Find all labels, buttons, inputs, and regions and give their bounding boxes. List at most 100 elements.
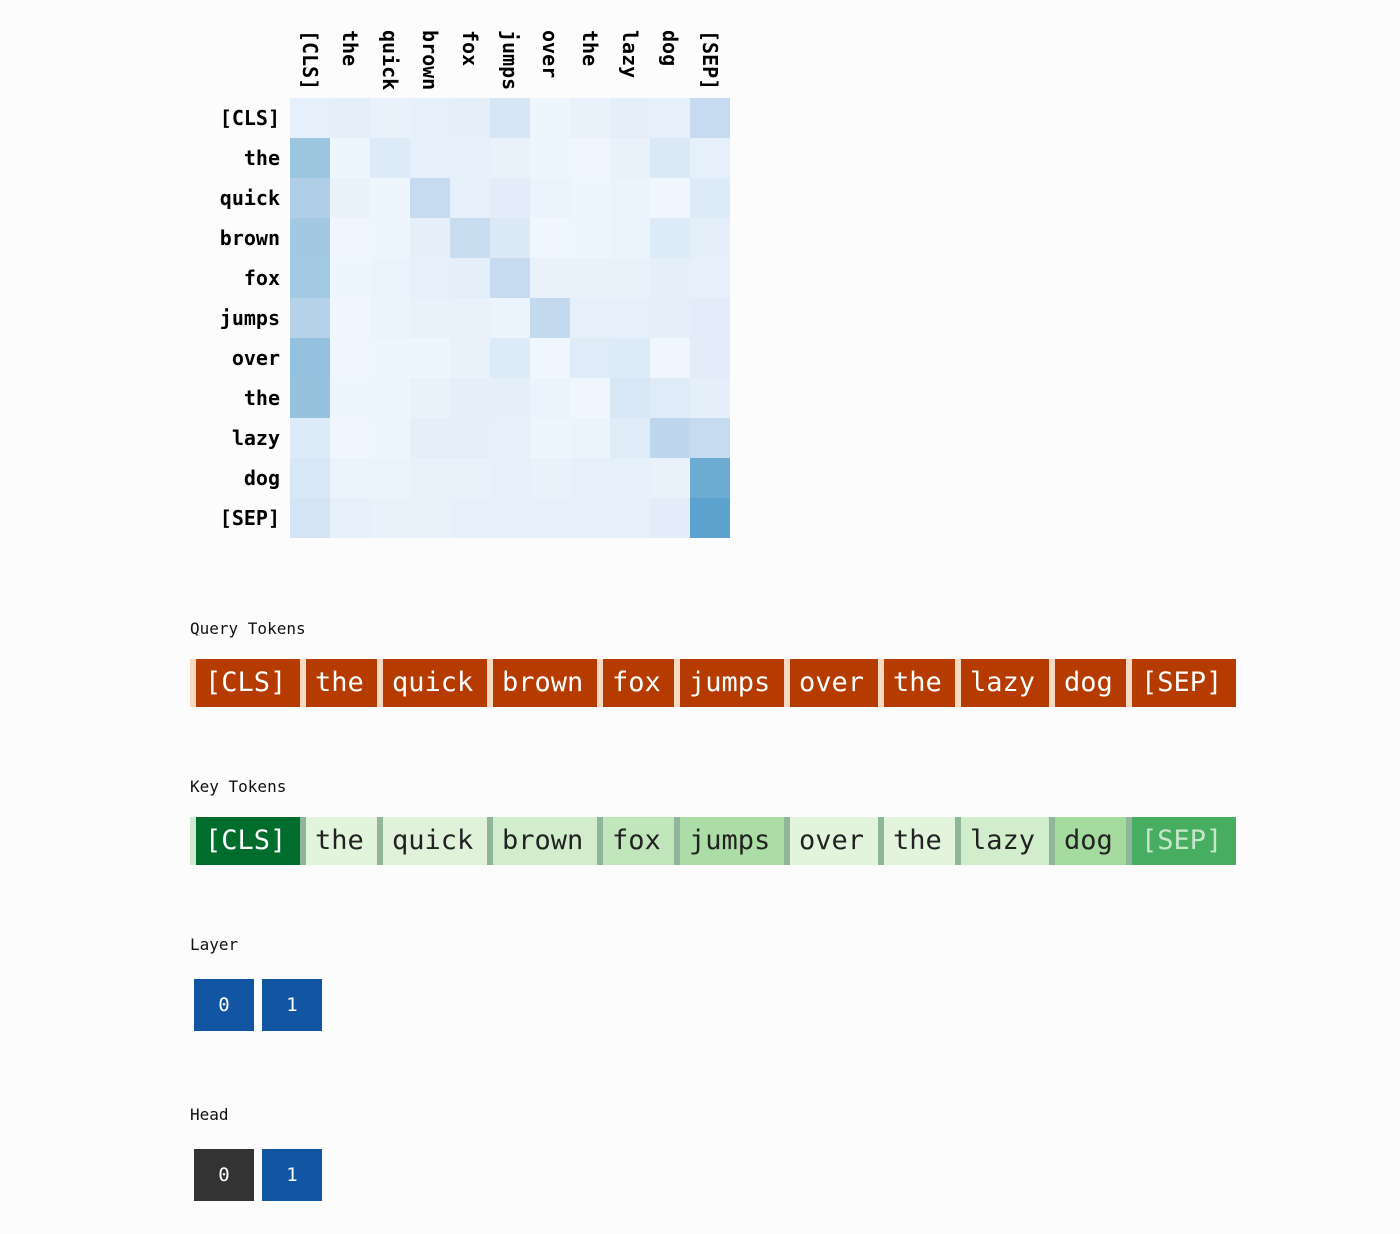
heatmap-cell[interactable] [370, 338, 410, 378]
query-token[interactable]: quick [377, 659, 487, 707]
heatmap-cell[interactable] [450, 338, 490, 378]
key-token[interactable]: [CLS] [190, 817, 300, 865]
layer-button-1[interactable]: 1 [262, 979, 322, 1031]
heatmap-cell[interactable] [530, 338, 570, 378]
query-token[interactable]: over [784, 659, 878, 707]
heatmap-cell[interactable] [490, 458, 530, 498]
heatmap-cell[interactable] [610, 258, 650, 298]
heatmap-cell[interactable] [450, 178, 490, 218]
heatmap-cell[interactable] [330, 218, 370, 258]
heatmap-cell[interactable] [410, 98, 450, 138]
layer-button-0[interactable]: 0 [194, 979, 254, 1031]
heatmap-cell[interactable] [530, 178, 570, 218]
heatmap-cell[interactable] [570, 178, 610, 218]
key-token[interactable]: the [300, 817, 377, 865]
key-token[interactable]: over [784, 817, 878, 865]
key-token[interactable]: dog [1049, 817, 1126, 865]
heatmap-cell[interactable] [410, 178, 450, 218]
heatmap-cell[interactable] [370, 498, 410, 538]
heatmap-cell[interactable] [490, 498, 530, 538]
heatmap-cell[interactable] [610, 458, 650, 498]
heatmap-cell[interactable] [410, 298, 450, 338]
heatmap-cell[interactable] [650, 338, 690, 378]
heatmap-cell[interactable] [290, 418, 330, 458]
heatmap-cell[interactable] [370, 258, 410, 298]
heatmap-cell[interactable] [570, 378, 610, 418]
heatmap-cell[interactable] [330, 178, 370, 218]
key-token[interactable]: fox [597, 817, 674, 865]
heatmap-cell[interactable] [690, 498, 730, 538]
heatmap-cell[interactable] [570, 98, 610, 138]
heatmap-cell[interactable] [450, 218, 490, 258]
heatmap-cell[interactable] [290, 458, 330, 498]
heatmap-cell[interactable] [610, 418, 650, 458]
heatmap-cell[interactable] [690, 138, 730, 178]
heatmap-cell[interactable] [530, 458, 570, 498]
heatmap-cell[interactable] [330, 338, 370, 378]
heatmap-cell[interactable] [650, 218, 690, 258]
heatmap-cell[interactable] [530, 98, 570, 138]
heatmap-cell[interactable] [570, 138, 610, 178]
heatmap-cell[interactable] [330, 258, 370, 298]
heatmap-cell[interactable] [370, 418, 410, 458]
query-token[interactable]: the [878, 659, 955, 707]
heatmap-cell[interactable] [410, 458, 450, 498]
heatmap-cell[interactable] [490, 378, 530, 418]
key-token[interactable]: quick [377, 817, 487, 865]
heatmap-cell[interactable] [330, 378, 370, 418]
heatmap-cell[interactable] [490, 418, 530, 458]
heatmap-cell[interactable] [690, 338, 730, 378]
heatmap-cell[interactable] [370, 218, 410, 258]
query-token[interactable]: brown [487, 659, 597, 707]
heatmap-cell[interactable] [370, 138, 410, 178]
heatmap-cell[interactable] [410, 258, 450, 298]
heatmap-cell[interactable] [490, 258, 530, 298]
heatmap-cell[interactable] [490, 98, 530, 138]
heatmap-cell[interactable] [410, 138, 450, 178]
heatmap-cell[interactable] [650, 418, 690, 458]
heatmap-cell[interactable] [650, 298, 690, 338]
heatmap-cell[interactable] [690, 178, 730, 218]
heatmap-cell[interactable] [610, 178, 650, 218]
query-token[interactable]: [CLS] [190, 659, 300, 707]
heatmap-cell[interactable] [650, 138, 690, 178]
heatmap-cell[interactable] [290, 258, 330, 298]
key-token[interactable]: the [878, 817, 955, 865]
heatmap-cell[interactable] [610, 378, 650, 418]
query-token[interactable]: dog [1049, 659, 1126, 707]
heatmap-cell[interactable] [690, 298, 730, 338]
heatmap-cell[interactable] [530, 498, 570, 538]
heatmap-cell[interactable] [450, 98, 490, 138]
query-token[interactable]: lazy [955, 659, 1049, 707]
heatmap-cell[interactable] [690, 98, 730, 138]
heatmap-cell[interactable] [290, 338, 330, 378]
heatmap-cell[interactable] [330, 138, 370, 178]
heatmap-cell[interactable] [610, 138, 650, 178]
heatmap-cell[interactable] [410, 498, 450, 538]
heatmap-cell[interactable] [690, 258, 730, 298]
heatmap-cell[interactable] [290, 378, 330, 418]
heatmap-cell[interactable] [450, 258, 490, 298]
heatmap-cell[interactable] [530, 218, 570, 258]
heatmap-cell[interactable] [370, 298, 410, 338]
heatmap-cell[interactable] [530, 418, 570, 458]
heatmap-cell[interactable] [490, 338, 530, 378]
key-token[interactable]: brown [487, 817, 597, 865]
heatmap-cell[interactable] [450, 418, 490, 458]
heatmap-cell[interactable] [330, 498, 370, 538]
heatmap-cell[interactable] [570, 458, 610, 498]
heatmap-cell[interactable] [690, 378, 730, 418]
heatmap-cell[interactable] [290, 138, 330, 178]
heatmap-cell[interactable] [690, 418, 730, 458]
heatmap-cell[interactable] [530, 378, 570, 418]
heatmap-cell[interactable] [610, 338, 650, 378]
head-button-0[interactable]: 0 [194, 1149, 254, 1201]
heatmap-cell[interactable] [650, 458, 690, 498]
query-token[interactable]: [SEP] [1126, 659, 1236, 707]
heatmap-cell[interactable] [570, 218, 610, 258]
heatmap-cell[interactable] [370, 458, 410, 498]
heatmap-cell[interactable] [370, 378, 410, 418]
heatmap-cell[interactable] [410, 218, 450, 258]
heatmap-cell[interactable] [650, 178, 690, 218]
query-token[interactable]: jumps [674, 659, 784, 707]
